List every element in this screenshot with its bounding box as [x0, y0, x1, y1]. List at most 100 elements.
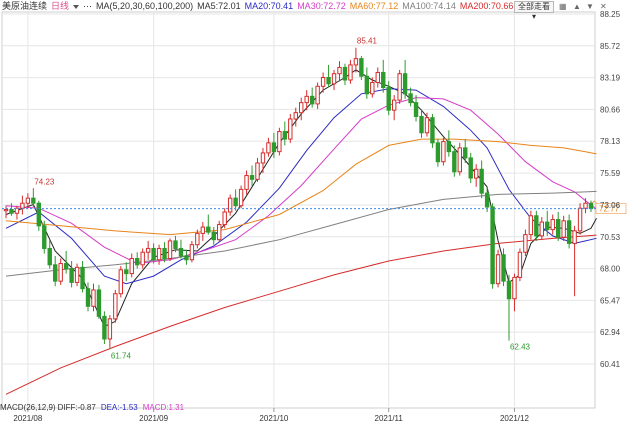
candle[interactable]: [545, 210, 550, 236]
candle[interactable]: [140, 248, 145, 269]
candle[interactable]: [484, 186, 490, 212]
candle[interactable]: [419, 110, 424, 138]
candle[interactable]: [118, 266, 124, 298]
candle[interactable]: [25, 193, 31, 209]
candle[interactable]: [441, 137, 446, 166]
candle[interactable]: [288, 113, 293, 143]
candle[interactable]: [501, 248, 506, 287]
candle[interactable]: [528, 210, 534, 240]
candle[interactable]: [408, 87, 413, 107]
candle[interactable]: [337, 61, 342, 82]
candle[interactable]: [277, 127, 282, 156]
candle[interactable]: [282, 121, 288, 146]
candle[interactable]: [457, 142, 462, 176]
candle[interactable]: [495, 249, 501, 288]
menu-dots-icon[interactable]: ⋯: [83, 1, 93, 11]
candle[interactable]: [102, 311, 107, 344]
candle[interactable]: [446, 130, 452, 157]
candle[interactable]: [315, 82, 320, 109]
candle[interactable]: [320, 72, 326, 93]
candle[interactable]: [468, 152, 473, 184]
candle[interactable]: [53, 256, 58, 287]
down-icon[interactable]: ▼: [586, 2, 594, 11]
candle[interactable]: [74, 263, 80, 287]
candle[interactable]: [331, 69, 337, 91]
candle[interactable]: [539, 217, 544, 240]
period-label[interactable]: 日线: [51, 1, 70, 11]
candle[interactable]: [435, 139, 441, 167]
grid-icon[interactable]: ▦: [559, 2, 567, 11]
candle[interactable]: [397, 69, 402, 104]
candle[interactable]: [386, 81, 391, 116]
candle[interactable]: [260, 147, 266, 174]
candle[interactable]: [211, 227, 216, 245]
candle[interactable]: [233, 189, 238, 211]
candle[interactable]: [452, 145, 457, 177]
candle[interactable]: [255, 157, 260, 182]
candle[interactable]: [184, 249, 189, 265]
candle[interactable]: [129, 253, 134, 278]
candle[interactable]: [583, 198, 588, 214]
candle[interactable]: [342, 63, 348, 86]
candle[interactable]: [173, 235, 178, 253]
candle[interactable]: [9, 203, 14, 216]
candle[interactable]: [293, 107, 298, 127]
candle[interactable]: [36, 200, 41, 231]
candle[interactable]: [413, 95, 419, 122]
candle[interactable]: [85, 282, 91, 312]
candle[interactable]: [63, 250, 69, 274]
candle[interactable]: [69, 261, 74, 288]
candle[interactable]: [249, 165, 255, 186]
candle[interactable]: [217, 220, 222, 243]
candle[interactable]: [135, 252, 140, 269]
candle[interactable]: [490, 203, 495, 289]
candle[interactable]: [266, 137, 271, 157]
candle[interactable]: [107, 315, 113, 348]
candle[interactable]: [42, 220, 47, 254]
candle[interactable]: [424, 112, 430, 137]
candle[interactable]: [566, 214, 572, 249]
candle[interactable]: [195, 229, 200, 249]
candle[interactable]: [156, 244, 162, 265]
candle[interactable]: [381, 59, 386, 93]
candle[interactable]: [309, 87, 315, 108]
candle[interactable]: [113, 289, 118, 323]
candle[interactable]: [162, 242, 167, 263]
candle[interactable]: [167, 238, 173, 262]
candle[interactable]: [20, 195, 25, 215]
close-icon[interactable]: ✕: [600, 2, 607, 11]
candle[interactable]: [80, 261, 85, 293]
candle[interactable]: [151, 243, 156, 264]
candle[interactable]: [124, 262, 129, 282]
candle[interactable]: [359, 56, 364, 80]
candle[interactable]: [370, 77, 375, 98]
view-mode-select[interactable]: 全部走看 ▾: [514, 1, 554, 21]
candle[interactable]: [200, 222, 206, 241]
candle[interactable]: [206, 214, 211, 235]
candles[interactable]: [3, 49, 594, 348]
candle[interactable]: [512, 273, 517, 312]
candle[interactable]: [550, 214, 555, 235]
candle[interactable]: [31, 190, 36, 207]
candle[interactable]: [348, 59, 353, 84]
candle[interactable]: [271, 132, 277, 158]
candle[interactable]: [299, 97, 304, 121]
candle[interactable]: [534, 210, 539, 241]
candle[interactable]: [326, 64, 331, 88]
candle[interactable]: [145, 240, 151, 260]
candle[interactable]: [58, 258, 63, 285]
candle[interactable]: [577, 203, 583, 235]
candle[interactable]: [473, 164, 479, 187]
candle[interactable]: [375, 67, 380, 88]
candle[interactable]: [96, 284, 102, 319]
candle[interactable]: [353, 49, 359, 73]
symbol-name[interactable]: 美原油连续: [2, 1, 48, 11]
candle[interactable]: [3, 205, 9, 219]
candle[interactable]: [238, 185, 244, 209]
candle[interactable]: [517, 248, 523, 282]
candle[interactable]: [47, 239, 52, 269]
candle[interactable]: [523, 229, 528, 256]
candle[interactable]: [227, 194, 233, 216]
candle[interactable]: [556, 212, 561, 241]
candle[interactable]: [189, 240, 195, 263]
